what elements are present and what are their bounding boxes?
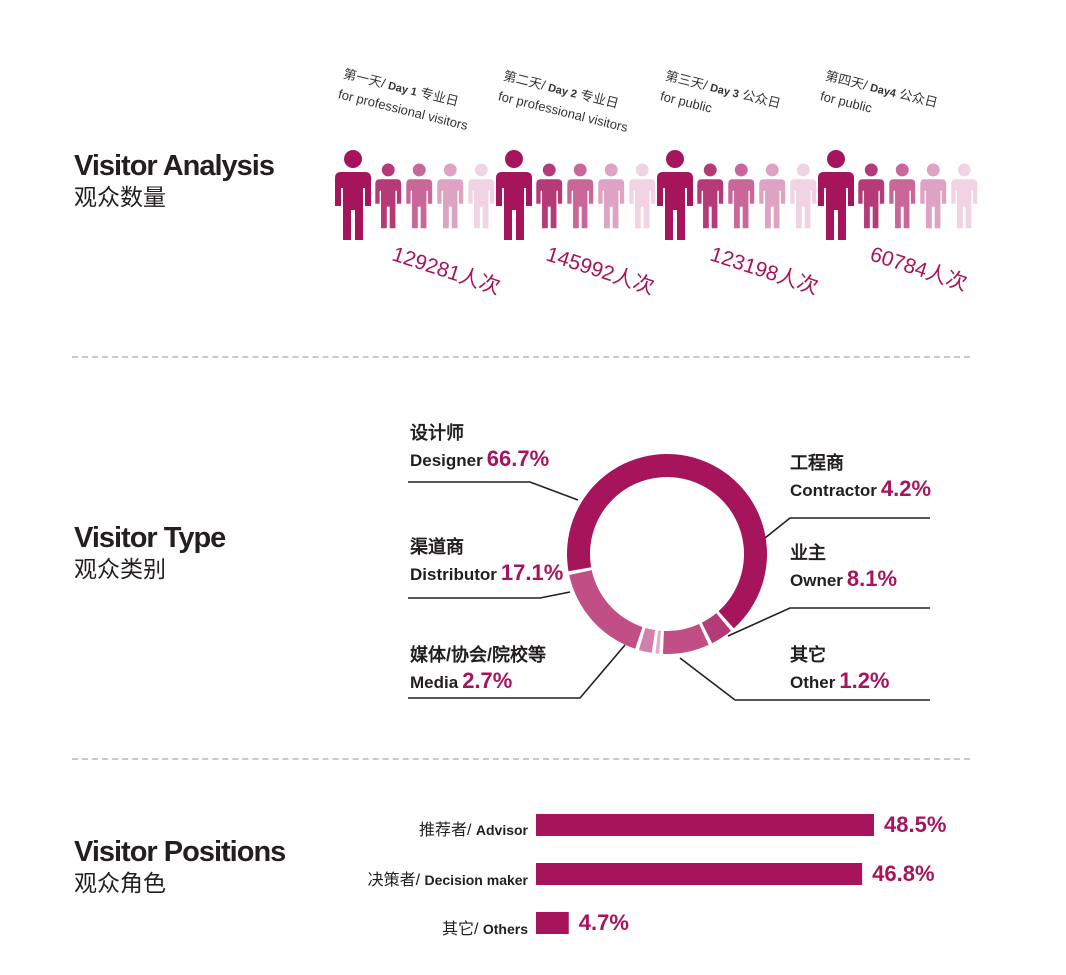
annotation-en: Designer [410, 451, 483, 470]
leader-line [679, 657, 930, 701]
day-people-group [657, 150, 817, 240]
data-label: 1.2% [839, 668, 890, 693]
person-icon [406, 163, 433, 229]
person-icon [920, 163, 947, 229]
donut-slice [655, 630, 661, 654]
day-people-group [818, 150, 978, 240]
donut-annotation-other: 其它 Other 1.2% [790, 642, 890, 694]
leader-line [764, 517, 930, 539]
person-icon [889, 163, 916, 229]
annotation-zh: 业主 [790, 543, 826, 563]
person-icon [335, 150, 371, 240]
section-title-zh: 观众类别 [74, 556, 166, 582]
leader-line [408, 481, 579, 501]
bar [536, 912, 569, 934]
annotation-en: Distributor [410, 565, 497, 584]
section-title-positions: Visitor Positions 观众角色 [74, 836, 286, 898]
annotation-zh: 渠道商 [410, 537, 464, 557]
annotation-zh: 设计师 [410, 423, 464, 443]
section-title-type: Visitor Type 观众类别 [74, 522, 226, 584]
annotation-en: Other [790, 673, 836, 692]
data-label: 17.1% [500, 560, 564, 585]
annotation-zh: 媒体/协会/院校等 [410, 645, 547, 665]
bar-label: 其它/ Others [441, 921, 528, 938]
person-icon [728, 163, 755, 229]
data-label: 4.7% [578, 910, 629, 935]
donut-slice [701, 613, 731, 644]
person-icon [496, 150, 532, 240]
annotation-en: Owner [790, 571, 843, 590]
bar [536, 814, 874, 836]
section-title-en: Visitor Positions [74, 836, 286, 868]
leader-line [408, 644, 626, 699]
donut-slice [638, 627, 656, 653]
section-title-en: Visitor Type [74, 522, 226, 554]
person-icon [951, 163, 978, 229]
donut-slice [569, 570, 643, 649]
donut-annotation-owner: 业主 Owner 8.1% [790, 540, 897, 592]
bar [536, 863, 863, 885]
section-title-analysis: Visitor Analysis 观众数量 [74, 150, 275, 212]
annotation-zh: 工程商 [790, 453, 844, 473]
person-icon [536, 163, 563, 229]
day-people-group [496, 150, 656, 240]
data-label: 48.5% [884, 812, 947, 837]
person-icon [598, 163, 625, 229]
leader-line [408, 591, 571, 599]
positions-bar-chart [536, 814, 874, 934]
annotation-en: Contractor [790, 481, 877, 500]
person-icon [629, 163, 656, 229]
data-label: 4.2% [880, 476, 932, 501]
section-divider [72, 356, 970, 358]
visitor-pictograph [335, 150, 978, 240]
bar-label: 决策者/ Decision maker [367, 872, 528, 889]
person-icon [468, 163, 495, 229]
day-people-group [335, 150, 495, 240]
person-icon [759, 163, 786, 229]
person-icon [697, 163, 724, 229]
annotation-zh: 其它 [790, 645, 826, 665]
section-divider [72, 758, 970, 760]
donut-annotation-media: 媒体/协会/院校等 Media 2.7% [410, 642, 546, 694]
data-label: 66.7% [486, 446, 550, 471]
section-title-zh: 观众角色 [74, 870, 166, 896]
data-label: 2.7% [462, 668, 513, 693]
person-icon [858, 163, 885, 229]
person-icon [790, 163, 817, 229]
bar-label: 推荐者/ Advisor [418, 822, 528, 839]
donut-annotation-distributor: 渠道商 Distributor 17.1% [410, 534, 563, 586]
person-icon [818, 150, 854, 240]
donut-slice [662, 623, 709, 654]
data-label: 8.1% [846, 566, 898, 591]
person-icon [437, 163, 464, 229]
leader-line [727, 607, 930, 637]
donut-slice [567, 454, 767, 629]
annotation-en: Media [410, 673, 459, 692]
donut-annotation-designer: 设计师 Designer 66.7% [410, 420, 549, 472]
section-title-zh: 观众数量 [74, 184, 166, 210]
person-icon [567, 163, 594, 229]
person-icon [657, 150, 693, 240]
data-label: 46.8% [872, 861, 935, 886]
person-icon [375, 163, 402, 229]
section-title-en: Visitor Analysis [74, 150, 275, 182]
donut-annotation-contractor: 工程商 Contractor 4.2% [790, 450, 931, 502]
